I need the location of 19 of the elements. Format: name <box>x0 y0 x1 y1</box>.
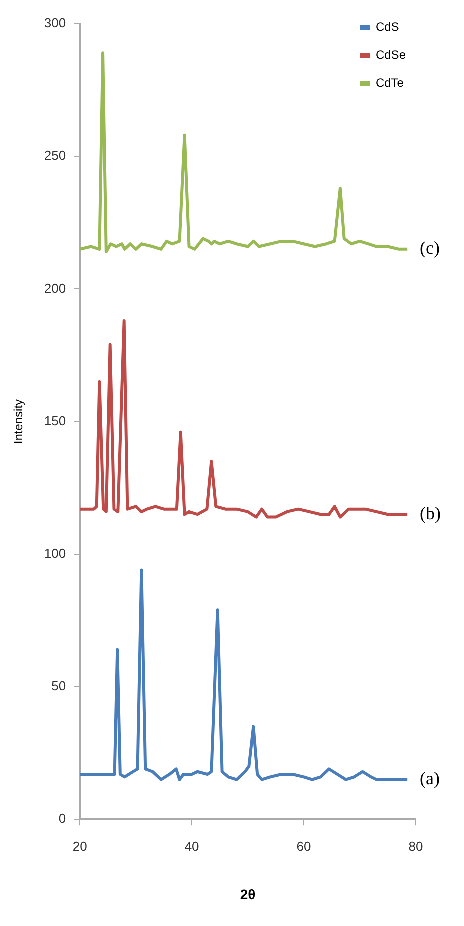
y-tick-label: 150 <box>44 413 66 428</box>
legend-label: CdSe <box>376 48 406 62</box>
y-tick-label: 100 <box>44 546 66 561</box>
y-tick-label: 300 <box>44 16 66 31</box>
x-tick-label: 20 <box>72 838 88 854</box>
x-axis-title: 2θ <box>240 886 256 902</box>
y-tick-label: 250 <box>44 148 66 164</box>
legend-label: CdS <box>376 20 400 34</box>
x-tick-label: 60 <box>296 838 312 854</box>
y-tick-label: 50 <box>52 678 66 694</box>
y-tick-label: 0 <box>58 811 66 826</box>
y-tick-label: 200 <box>44 280 66 296</box>
legend-label: CdTe <box>376 76 404 90</box>
x-tick-label: 40 <box>184 838 200 854</box>
text: (a) <box>420 768 440 789</box>
text: (b) <box>420 503 441 524</box>
y-axis-title: Intensity <box>12 399 26 444</box>
x-tick-label: 80 <box>408 838 424 854</box>
text: (c) <box>420 238 440 258</box>
